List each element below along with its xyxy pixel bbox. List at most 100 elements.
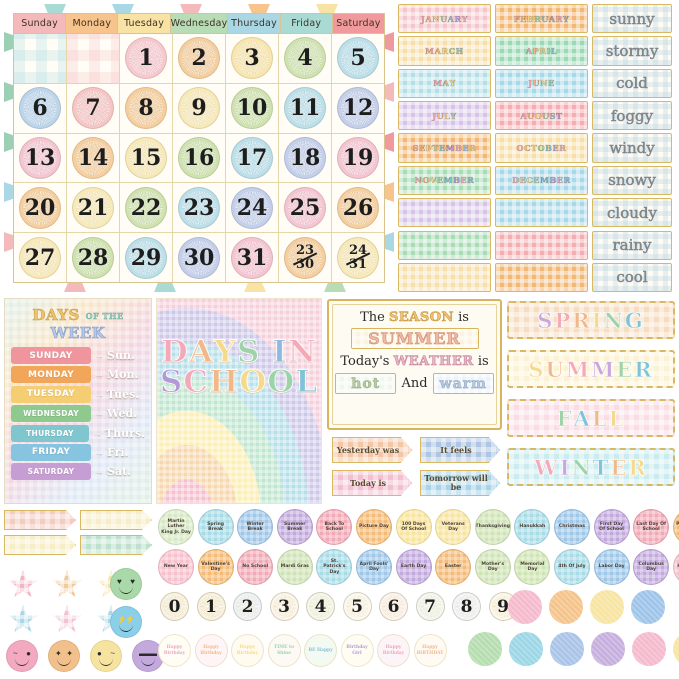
date-circle-20[interactable]: 20 [19,186,61,229]
birthday-sticker-0[interactable]: Happy Birthday [158,634,191,667]
date-circle-2[interactable]: 2 [178,37,220,80]
condition-slot-2[interactable]: warm [432,373,494,394]
day-pill-friday[interactable]: FRIDAY [11,443,91,461]
number-circle-8[interactable]: 8 [452,592,481,621]
condition-slot-1[interactable]: hot [335,373,397,394]
plain-dot[interactable] [631,590,665,624]
date-circle-24[interactable]: 24 [231,186,273,229]
holiday-circle-new-year[interactable]: New Year [158,549,194,585]
month-label-may[interactable]: MAY [398,68,491,98]
month-label-blank[interactable] [398,262,491,293]
holiday-circle-100-days-of-school[interactable]: 100 Days Of School [395,509,432,545]
holiday-circle-christmas[interactable]: Christmas [553,509,590,545]
arrow-tag-yesterday-was[interactable]: Yesterday was [332,437,412,463]
holiday-circle-hanukkah[interactable]: Hanukkah [514,509,551,545]
day-pill-thursday[interactable]: THURSDAY [11,424,89,442]
date-circle-23-30[interactable]: 23 30 [284,236,326,279]
star-sticker[interactable] [8,605,38,633]
date-circle-12[interactable]: 12 [337,87,379,130]
star-sticker[interactable] [8,570,38,598]
date-circle-27[interactable]: 27 [19,236,61,279]
number-circle-3[interactable]: 3 [269,592,299,621]
month-label-february[interactable]: FEBRUARY [495,4,588,34]
date-circle-7[interactable]: 7 [72,87,114,130]
holiday-circle-st-patrick-s-day[interactable]: St. Patrick's Day [316,549,353,585]
date-circle-16[interactable]: 16 [178,136,220,179]
month-label-blank[interactable] [495,262,588,293]
season-value-slot[interactable]: SUMMER [350,328,479,349]
holiday-circle-4th-of-july[interactable]: 4th Of July [553,549,590,585]
smiley-sticker-heart-eyes[interactable]: ♥ ♥ [110,568,142,600]
season-banner-winter[interactable]: WINTER [507,448,675,486]
date-circle-29[interactable]: 29 [125,236,167,279]
holiday-circle-valentine-s-day[interactable]: Valentine's Day [197,549,234,585]
date-circle-24-31[interactable]: 24 31 [337,236,379,279]
weather-word-cold[interactable]: cold [592,68,672,98]
holiday-circle-memorial-day[interactable]: Memorial Day [514,549,551,585]
holiday-circle-back-to-school[interactable]: Back To School [316,509,353,545]
date-circle-19[interactable]: 19 [337,136,379,179]
birthday-sticker-4[interactable]: BE Happy [304,634,337,667]
plain-dot[interactable] [550,632,584,666]
plain-dot[interactable] [591,632,625,666]
plain-dot[interactable] [549,590,583,624]
date-circle-23[interactable]: 23 [178,186,220,229]
holiday-circle-martin-luther-king-jr-day[interactable]: Martin Luther King Jr. Day [158,509,194,545]
holiday-circle-spring-break[interactable]: Spring Break [197,509,234,545]
date-circle-25[interactable]: 25 [284,186,326,229]
birthday-sticker-7[interactable]: Happy BIRTHDAY [413,634,447,667]
month-label-january[interactable]: JANUARY [398,4,491,34]
plain-dot[interactable] [673,632,679,666]
weather-word-cloudy[interactable]: cloudy [592,198,672,228]
date-circle-6[interactable]: 6 [19,87,61,130]
birthday-sticker-6[interactable]: Happy Birthday [377,634,410,667]
holiday-circle-labor-day[interactable]: Labor Day [593,549,630,585]
holiday-circle-april-fools-day[interactable]: April Fools' Day [355,549,392,585]
month-label-april[interactable]: APRIL [495,36,588,66]
blank-arrow-tag[interactable] [4,510,76,530]
date-circle-18[interactable]: 18 [284,136,326,179]
weather-word-foggy[interactable]: foggy [592,101,672,131]
date-circle-22[interactable]: 22 [125,186,167,229]
birthday-sticker-2[interactable]: Happy Birthday [231,634,264,667]
weather-word-windy[interactable]: windy [592,133,672,163]
holiday-circle-earth-day[interactable]: Earth Day [395,549,432,585]
plain-dot[interactable] [590,590,624,624]
number-circle-4[interactable]: 4 [306,592,335,621]
month-label-blank[interactable] [495,230,588,260]
day-pill-sunday[interactable]: SUNDAY [11,347,91,364]
season-banner-fall[interactable]: FALL [507,399,675,437]
holiday-circle-easter[interactable]: Easter [435,549,472,585]
month-label-december[interactable]: DECEMBER [495,165,588,195]
date-circle-28[interactable]: 28 [72,236,114,279]
plain-dot[interactable] [468,632,502,666]
holiday-circle-presidents-day[interactable]: Presidents' Day [672,509,679,545]
month-label-blank[interactable] [495,198,588,228]
date-circle-9[interactable]: 9 [178,87,220,130]
holiday-circle-halloween[interactable]: Halloween [672,549,679,585]
arrow-tag-tomorrow-will-be[interactable]: Tomorrow will be [420,470,500,496]
date-circle-1[interactable]: 1 [125,37,167,80]
day-pill-monday[interactable]: MONDAY [11,366,91,384]
holiday-circle-veterans-day[interactable]: Veterans Day [435,509,472,545]
star-sticker[interactable] [52,570,82,598]
date-circle-15[interactable]: 15 [125,136,167,179]
weather-word-snowy[interactable]: snowy [592,165,672,195]
month-label-august[interactable]: AUGUST [495,101,588,131]
date-circle-17[interactable]: 17 [231,136,273,179]
arrow-tag-it-feels[interactable]: It feels [420,437,500,463]
day-pill-tuesday[interactable]: TUESDAY [11,385,91,403]
date-circle-5[interactable]: 5 [337,37,379,80]
month-label-july[interactable]: JULY [398,101,491,131]
month-label-blank[interactable] [398,230,491,260]
plain-dot[interactable] [632,632,666,666]
birthday-sticker-1[interactable]: Happy Birthday [194,634,228,667]
birthday-sticker-3[interactable]: TIME to Shine [267,634,301,667]
season-banner-spring[interactable]: SPRING [507,301,675,339]
date-circle-30[interactable]: 30 [178,236,220,279]
number-circle-6[interactable]: 6 [379,592,408,621]
number-circle-2[interactable]: 2 [233,592,262,621]
smiley-sticker-wink[interactable]: ~ ● [6,640,38,672]
arrow-tag-today-is[interactable]: Today is [332,470,412,496]
blank-arrow-tag[interactable] [80,510,152,530]
